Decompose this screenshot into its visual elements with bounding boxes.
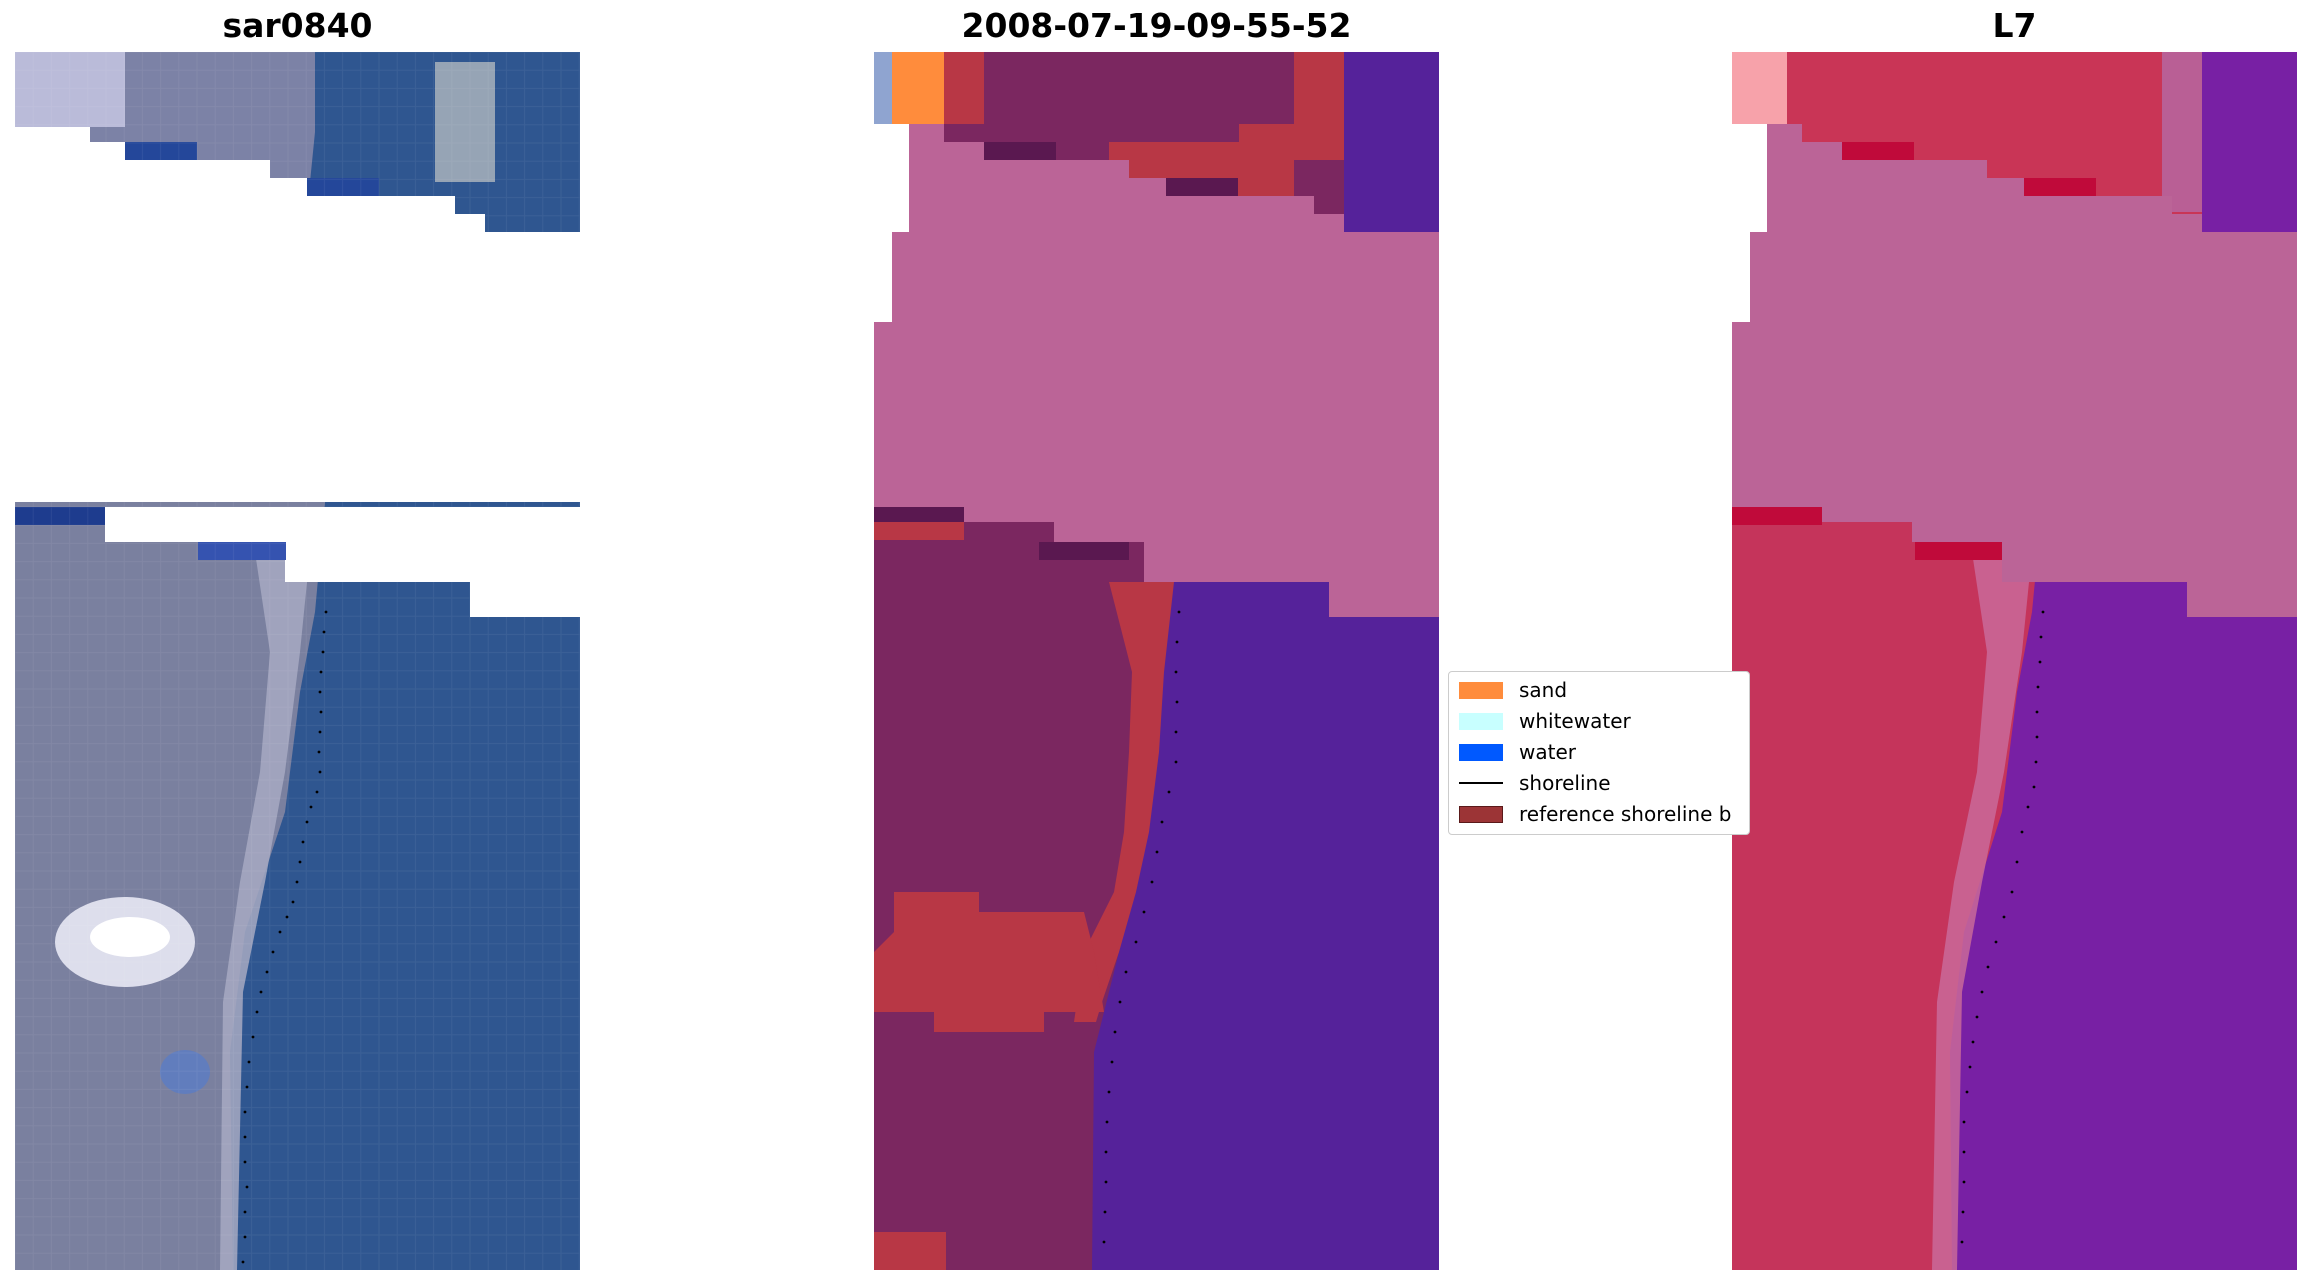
panel-title-classified: 2008-07-19-09-55-52 bbox=[961, 6, 1352, 45]
sand-swatch bbox=[1459, 681, 1503, 699]
legend-item-reference-shoreline: reference shoreline b bbox=[1459, 800, 1731, 828]
legend-label: water bbox=[1519, 740, 1576, 764]
panel-title-falsecolor: L7 bbox=[1992, 6, 2037, 45]
water-swatch bbox=[1459, 743, 1503, 761]
falsecolor-image bbox=[1732, 52, 2297, 1270]
legend-label: reference shoreline b bbox=[1519, 802, 1732, 826]
legend-label: shoreline bbox=[1519, 771, 1611, 795]
legend-label: sand bbox=[1519, 678, 1568, 702]
classified-image bbox=[874, 52, 1439, 1270]
classified-image-panel bbox=[874, 52, 1439, 1270]
reference-shoreline-swatch bbox=[1459, 805, 1503, 823]
shoreline-dots bbox=[241, 610, 328, 1264]
falsecolor-image-panel bbox=[1732, 52, 2297, 1270]
legend-item-water: water bbox=[1459, 738, 1576, 766]
legend-item-sand: sand bbox=[1459, 676, 1567, 704]
shoreline-line-icon bbox=[1459, 782, 1503, 784]
whitewater-swatch bbox=[1459, 712, 1503, 730]
legend-item-shoreline: shoreline bbox=[1459, 769, 1611, 797]
panel-title-rgb: sar0840 bbox=[222, 6, 373, 45]
legend-label: whitewater bbox=[1519, 709, 1631, 733]
rgb-image-panel bbox=[15, 52, 580, 1270]
rgb-image bbox=[15, 52, 580, 1270]
legend-item-whitewater: whitewater bbox=[1459, 707, 1631, 735]
legend: sand whitewater water shoreline referenc… bbox=[1448, 671, 1750, 835]
